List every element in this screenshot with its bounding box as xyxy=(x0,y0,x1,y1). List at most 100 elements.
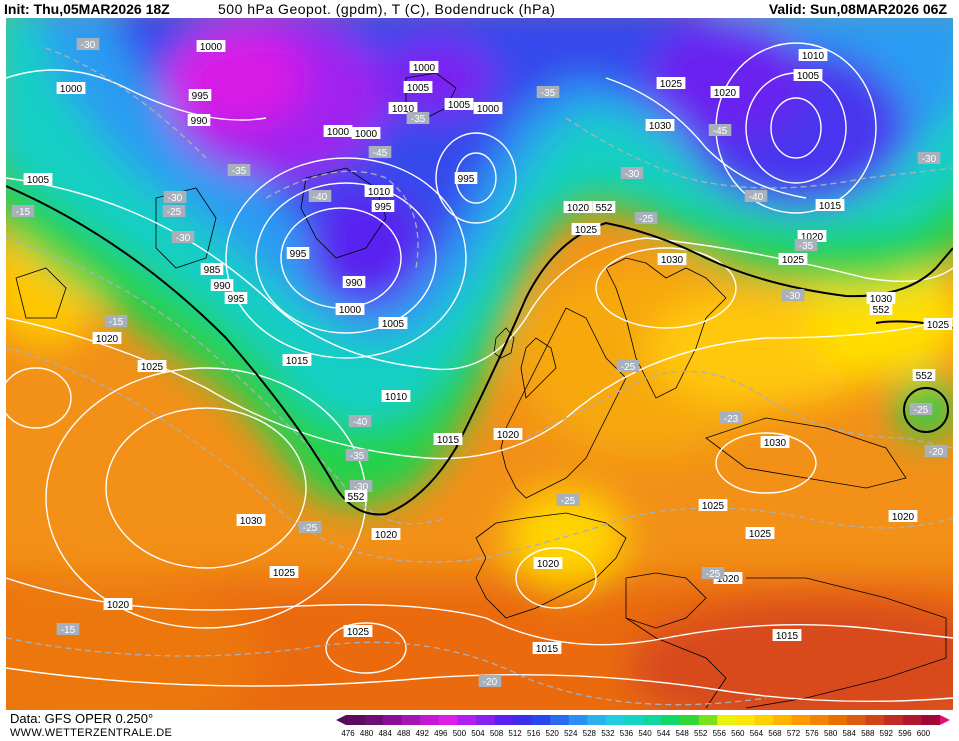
pressure-label: 1000 xyxy=(335,303,365,316)
colorbar-swatch xyxy=(420,715,440,725)
pressure-label: 985 xyxy=(200,263,224,276)
pressure-label-text: 1000 xyxy=(60,84,83,95)
temperature-label-text: -35 xyxy=(350,451,365,462)
height-label-552-text: 552 xyxy=(348,492,365,503)
colorbar-swatch xyxy=(643,715,663,725)
temperature-label-text: -35 xyxy=(541,88,556,99)
pressure-label: 1015 xyxy=(532,642,562,655)
pressure-label-text: 995 xyxy=(290,249,307,260)
pressure-label-text: 995 xyxy=(192,91,209,102)
temperature-label-text: -45 xyxy=(713,126,728,137)
colorbar-swatch xyxy=(828,715,848,725)
colorbar-tick-label: 496 xyxy=(434,729,448,738)
pressure-label: 1030 xyxy=(236,514,266,527)
colorbar-swatch xyxy=(884,715,904,725)
colorbar-swatch xyxy=(587,715,607,725)
colorbar-tick-label: 540 xyxy=(638,729,652,738)
pressure-label-text: 1015 xyxy=(776,631,799,642)
temperature-label-text: -40 xyxy=(353,417,368,428)
temperature-label: -15 xyxy=(104,315,128,328)
colorbar-tick-label: 524 xyxy=(564,729,578,738)
pressure-label: 990 xyxy=(187,114,211,127)
pressure-label: 1000 xyxy=(351,127,381,140)
colorbar-swatch xyxy=(754,715,774,725)
colorbar-tick-label: 476 xyxy=(341,729,355,738)
pressure-label-text: 1020 xyxy=(497,430,520,441)
pressure-label-text: 1025 xyxy=(702,501,725,512)
temperature-label-text: -35 xyxy=(799,241,814,252)
pressure-label-text: 1010 xyxy=(392,104,415,115)
colorbar-swatch xyxy=(457,715,477,725)
colorbar-swatch xyxy=(624,715,644,725)
temperature-label: -30 xyxy=(917,152,941,165)
temperature-label: -30 xyxy=(163,191,187,204)
temperature-label-text: -25 xyxy=(561,496,576,507)
colorbar-tick-label: 588 xyxy=(861,729,875,738)
pressure-label-text: 1005 xyxy=(382,319,405,330)
pressure-label: 1030 xyxy=(657,253,687,266)
pressure-label: 1000 xyxy=(196,40,226,53)
colorbar-tick-label: 552 xyxy=(694,729,708,738)
height-label-552: 552 xyxy=(344,490,368,503)
temperature-label-text: -30 xyxy=(354,482,369,493)
colorbar-tick-label: 536 xyxy=(620,729,634,738)
colorbar-tick-label: 580 xyxy=(824,729,838,738)
colorbar-swatch xyxy=(605,715,625,725)
temperature-label: -20 xyxy=(478,675,502,688)
colorbar-swatch xyxy=(902,715,922,725)
pressure-label: 1000 xyxy=(473,102,503,115)
temperature-label: -40 xyxy=(744,190,768,203)
pressure-label: 1025 xyxy=(343,625,373,638)
pressure-label-text: 1025 xyxy=(575,225,598,236)
pressure-label: 1020 xyxy=(92,332,122,345)
pressure-label-text: 1030 xyxy=(240,516,263,527)
colorbar-swatch xyxy=(513,715,533,725)
colorbar-tick-label: 576 xyxy=(805,729,819,738)
height-label-552: 552 xyxy=(592,201,616,214)
colorbar-swatch xyxy=(847,715,867,725)
pressure-label-text: 1000 xyxy=(339,305,362,316)
pressure-label: 1025 xyxy=(269,566,299,579)
pressure-label: 1020 xyxy=(493,428,523,441)
pressure-label: 1010 xyxy=(381,390,411,403)
colorbar-swatch xyxy=(865,715,885,725)
pressure-label-text: 995 xyxy=(228,294,245,305)
pressure-label-text: 1005 xyxy=(797,71,820,82)
height-label-552: 552 xyxy=(869,303,893,316)
pressure-label-text: 995 xyxy=(375,202,392,213)
temperature-label-text: -15 xyxy=(16,207,31,218)
temperature-label: -30 xyxy=(620,167,644,180)
pressure-label: 1030 xyxy=(760,436,790,449)
temperature-label: -25 xyxy=(616,360,640,373)
pressure-label-text: 1000 xyxy=(327,127,350,138)
pressure-label-text: 1020 xyxy=(801,232,824,243)
temperature-label-text: -15 xyxy=(109,317,124,328)
temperature-label: -15 xyxy=(11,205,35,218)
pressure-label-text: 1020 xyxy=(567,203,590,214)
pressure-label: 1010 xyxy=(364,185,394,198)
temperature-label-text: -40 xyxy=(749,192,764,203)
pressure-label-text: 1010 xyxy=(368,187,391,198)
temperature-label-layer: -30 -35 -30 -25 -30 -15 -40 -45 -35 -35 -45 -30 -40 -… xyxy=(11,38,948,688)
temperature-label-text: -20 xyxy=(483,677,498,688)
colorbar-tick-label: 556 xyxy=(713,729,727,738)
temperature-label: -40 xyxy=(348,415,372,428)
colorbar-tick-label: 484 xyxy=(378,729,392,738)
pressure-label-text: 1000 xyxy=(477,104,500,115)
pressure-label-text: 995 xyxy=(458,174,475,185)
height-label-layer: 552 552 552 552 xyxy=(344,201,936,503)
pressure-label: 995 xyxy=(286,247,310,260)
colorbar-tick-label: 516 xyxy=(527,729,541,738)
pressure-label-text: 1020 xyxy=(717,574,740,585)
pressure-label-layer: 1000 1000 995 990 1000 1005 1010 1005 1000 1000 10… xyxy=(23,40,953,655)
pressure-label: 995 xyxy=(224,292,248,305)
pressure-label-text: 1020 xyxy=(96,334,119,345)
temperature-label-text: -30 xyxy=(625,169,640,180)
pressure-label-text: 1015 xyxy=(819,201,842,212)
pressure-label: 1025 xyxy=(698,499,728,512)
pressure-label-text: 1030 xyxy=(649,121,672,132)
pressure-label-text: 1030 xyxy=(870,294,893,305)
pressure-label: 1025 xyxy=(571,223,601,236)
colorbar-tick-label: 480 xyxy=(360,729,374,738)
temperature-label: -35 xyxy=(227,164,251,177)
